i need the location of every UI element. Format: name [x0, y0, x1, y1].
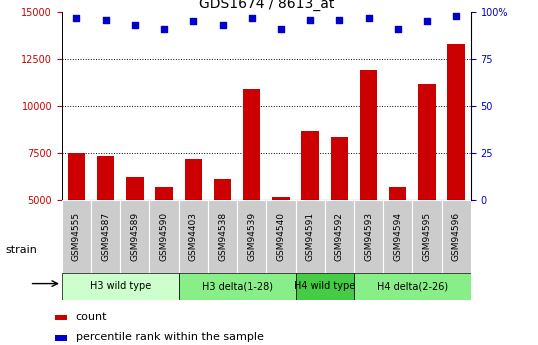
Text: GSM94589: GSM94589 — [130, 212, 139, 261]
Bar — [208, 200, 237, 273]
Bar — [121, 200, 150, 273]
Bar — [389, 187, 407, 200]
Bar — [448, 44, 465, 200]
Point — [72, 15, 81, 20]
Bar — [91, 200, 121, 273]
Bar — [360, 70, 377, 200]
Text: GSM94596: GSM94596 — [451, 212, 461, 261]
Bar — [55, 315, 67, 320]
Bar — [185, 159, 202, 200]
Bar — [412, 200, 442, 273]
Text: GSM94555: GSM94555 — [72, 212, 81, 261]
Point — [247, 15, 256, 20]
Bar — [383, 200, 412, 273]
Bar — [179, 273, 295, 300]
Point — [335, 17, 344, 22]
Point — [131, 22, 139, 28]
Text: GSM94403: GSM94403 — [189, 212, 198, 261]
Text: GSM94539: GSM94539 — [247, 212, 256, 261]
Text: percentile rank within the sample: percentile rank within the sample — [76, 332, 264, 342]
Bar — [301, 130, 319, 200]
Bar — [272, 197, 289, 200]
Point — [306, 17, 314, 22]
Point — [364, 15, 373, 20]
Point — [423, 19, 431, 24]
Point — [101, 17, 110, 22]
Bar — [295, 200, 325, 273]
Text: strain: strain — [5, 245, 37, 255]
Text: GSM94587: GSM94587 — [101, 212, 110, 261]
Text: count: count — [76, 312, 107, 322]
Bar — [150, 200, 179, 273]
Bar — [62, 273, 179, 300]
Point — [218, 22, 227, 28]
Text: GSM94592: GSM94592 — [335, 212, 344, 261]
Bar — [330, 137, 348, 200]
Point — [393, 26, 402, 32]
Bar — [55, 335, 67, 341]
Bar — [266, 200, 295, 273]
Bar — [295, 273, 354, 300]
Text: H3 wild type: H3 wild type — [90, 282, 151, 291]
Text: GSM94540: GSM94540 — [277, 212, 286, 261]
Text: GSM94595: GSM94595 — [422, 212, 431, 261]
Bar — [237, 200, 266, 273]
Text: GSM94538: GSM94538 — [218, 212, 227, 261]
Text: H3 delta(1-28): H3 delta(1-28) — [202, 282, 273, 291]
Bar — [354, 200, 383, 273]
Bar — [243, 89, 260, 200]
Bar — [442, 200, 471, 273]
Text: H4 delta(2-26): H4 delta(2-26) — [377, 282, 448, 291]
Point — [452, 13, 461, 19]
Title: GDS1674 / 8613_at: GDS1674 / 8613_at — [199, 0, 334, 11]
Bar — [354, 273, 471, 300]
Point — [160, 26, 168, 32]
Text: GSM94590: GSM94590 — [160, 212, 168, 261]
Bar — [179, 200, 208, 273]
Bar — [97, 156, 115, 200]
Bar — [68, 153, 85, 200]
Bar — [126, 177, 144, 200]
Point — [189, 19, 197, 24]
Bar — [418, 83, 436, 200]
Text: H4 wild type: H4 wild type — [294, 282, 355, 291]
Point — [277, 26, 285, 32]
Bar — [325, 200, 354, 273]
Text: GSM94594: GSM94594 — [393, 212, 402, 261]
Bar — [62, 200, 91, 273]
Text: GSM94593: GSM94593 — [364, 212, 373, 261]
Bar — [214, 179, 231, 200]
Bar — [155, 187, 173, 200]
Text: GSM94591: GSM94591 — [306, 212, 315, 261]
